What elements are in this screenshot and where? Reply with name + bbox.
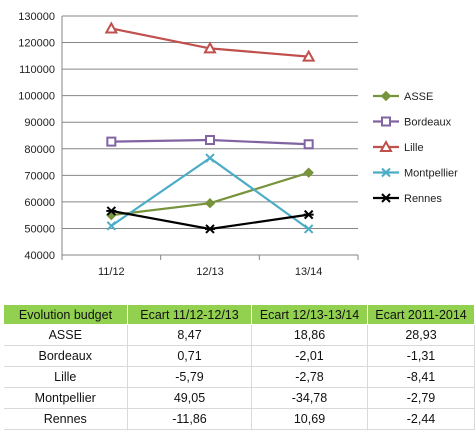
table-cell: -2,44 (367, 408, 475, 430)
table-row: Montpellier 49,05 -34,78 -2,79 (3, 387, 475, 409)
y-tick-label: 90000 (24, 117, 55, 129)
data-point (204, 198, 216, 209)
legend-label: ASSE (404, 91, 433, 103)
table-cell: 8,47 (127, 324, 252, 346)
table-cell: -2,79 (367, 387, 475, 409)
y-tick-label: 70000 (24, 170, 55, 182)
table-row: Rennes -11,86 10,69 -2,44 (3, 408, 475, 430)
table-cell: 10,69 (251, 408, 368, 430)
table-cell: -11,86 (127, 408, 252, 430)
data-point (303, 224, 314, 234)
legend-label: Bordeaux (404, 117, 452, 129)
legend-label: Lille (404, 142, 424, 154)
table-header-row: Evolution budget Ecart 11/12-12/13 Ecart… (3, 304, 475, 325)
row-label: ASSE (3, 324, 128, 346)
y-tick-label: 80000 (24, 144, 55, 156)
data-point (381, 167, 391, 178)
data-point (104, 21, 119, 34)
x-tick-label: 11/12 (98, 266, 125, 278)
legend-label: Montpellier (404, 168, 458, 180)
y-tick-label: 100000 (18, 91, 55, 103)
row-label: Bordeaux (3, 345, 128, 367)
row-label: Lille (3, 366, 128, 388)
data-point (301, 49, 316, 62)
x-tick-label: 12/13 (196, 266, 224, 278)
y-tick-label: 120000 (18, 38, 55, 50)
row-label: Montpellier (3, 387, 128, 409)
y-tick-label: 110000 (19, 64, 55, 76)
y-tick-label: 60000 (24, 197, 55, 209)
data-point (205, 224, 215, 234)
table-cell: -2,01 (251, 345, 368, 367)
table-cell: 18,86 (251, 324, 368, 346)
data-point (106, 206, 117, 216)
table-cell: -8,41 (367, 366, 475, 388)
y-tick-label: 50000 (24, 223, 55, 235)
legend-label: Rennes (404, 193, 442, 205)
table-cell: -34,78 (251, 387, 368, 409)
data-point (106, 136, 117, 147)
table-cell: -2,78 (251, 366, 368, 388)
table-row: ASSE 8,47 18,86 28,93 (3, 324, 475, 346)
line-chart: 40000 50000 60000 70000 80000 90000 100000 1100… (18, 11, 458, 278)
y-tick-label: 130000 (18, 11, 55, 23)
data-point (380, 90, 392, 102)
data-point (106, 221, 117, 231)
table-row: Bordeaux 0,71 -2,01 -1,31 (3, 345, 475, 367)
header-cell: Evolution budget (3, 304, 128, 325)
data-point (303, 139, 314, 150)
table-cell: -1,31 (367, 345, 475, 367)
data-point (303, 209, 314, 220)
data-point (381, 193, 391, 203)
table-row: Lille -5,79 -2,78 -8,41 (3, 366, 475, 388)
table-cell: 28,93 (367, 324, 475, 346)
data-point (205, 135, 215, 146)
data-point (381, 116, 391, 127)
x-tick-label: 13/14 (295, 266, 323, 278)
table-cell: 0,71 (127, 345, 252, 367)
data-point (379, 139, 393, 152)
table-cell: 49,05 (127, 387, 252, 409)
header-cell: Ecart 11/12-12/13 (127, 304, 252, 325)
budget-evolution-table: Evolution budget Ecart 11/12-12/13 Ecart… (3, 304, 475, 430)
data-point (203, 41, 217, 54)
header-cell: Ecart 2011-2014 (367, 304, 475, 325)
data-point (303, 167, 314, 178)
row-label: Rennes (3, 408, 128, 430)
header-cell: Ecart 12/13-13/14 (251, 304, 368, 325)
series-line-rennes (111, 209, 309, 231)
data-point (205, 153, 215, 163)
table-cell: -5,79 (127, 366, 252, 388)
y-tick-label: 40000 (24, 250, 55, 262)
